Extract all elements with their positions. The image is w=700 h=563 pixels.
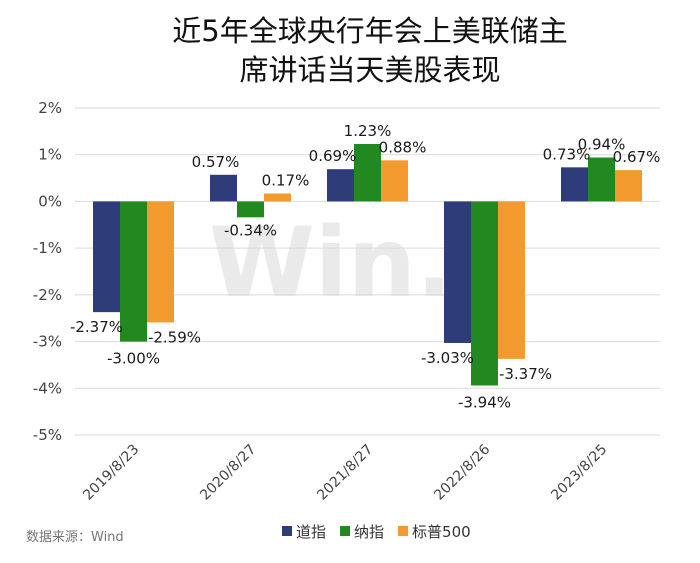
data-label: -3.00% [107, 350, 160, 368]
bar [120, 201, 147, 342]
legend-swatch [340, 526, 351, 536]
data-label: -3.37% [499, 365, 552, 383]
x-tick-label: 2022/8/26 [431, 441, 493, 503]
data-label: -2.37% [70, 318, 123, 336]
source-note: 数据来源：Wind [26, 530, 124, 545]
bar [237, 201, 264, 218]
x-tick-label: 2021/8/27 [314, 442, 376, 504]
bar [93, 201, 120, 313]
legend-swatch [282, 526, 292, 536]
bar [588, 157, 615, 202]
data-label: -2.59% [148, 328, 201, 346]
data-labels: -2.37% -3.00% -2.59% 0.57% -0.34% 0.17% 0.69% 1… [70, 122, 660, 412]
y-tick-label: -5% [33, 426, 62, 444]
bar [147, 201, 174, 323]
legend-label: 道指 [296, 523, 326, 541]
data-label: 0.67% [613, 148, 661, 166]
y-tick-label: 1% [38, 146, 62, 164]
bar [354, 143, 381, 202]
y-tick-label: 2% [38, 99, 62, 117]
data-label: 0.73% [543, 145, 591, 163]
x-tick-label: 2019/8/23 [80, 442, 142, 504]
bar [498, 201, 525, 359]
y-tick-label: -4% [33, 379, 62, 397]
data-label: 0.57% [192, 153, 240, 171]
bar [615, 170, 642, 202]
y-tick-label: -2% [33, 286, 62, 304]
bar [381, 160, 408, 202]
data-label: 0.94% [578, 136, 626, 154]
y-tick-label: -3% [33, 333, 62, 351]
data-label: 0.88% [379, 138, 427, 156]
data-label: 0.69% [309, 147, 357, 165]
bar [210, 174, 237, 202]
legend-label: 纳指 [354, 523, 384, 541]
x-axis: 2019/8/23 2020/8/27 2021/8/27 2022/8/26 2023… [80, 441, 610, 503]
bar [327, 169, 354, 202]
bars [93, 143, 642, 386]
data-label: -3.94% [458, 393, 511, 411]
y-axis: 2% 1% 0% -1% -2% -3% -4% -5% [33, 99, 62, 444]
legend: 道指 纳指 标普500 [282, 523, 471, 541]
chart-title-line-1: 近5年全球央行年会上美联储主 [172, 14, 567, 48]
legend-swatch [398, 526, 409, 536]
x-tick-label: 2023/8/25 [548, 442, 610, 504]
bar [561, 167, 588, 202]
data-label: 1.23% [344, 122, 392, 140]
legend-label: 标普500 [412, 523, 471, 541]
bar [264, 193, 291, 202]
data-label: 0.17% [262, 171, 310, 189]
x-tick-label: 2020/8/27 [197, 442, 259, 504]
chart-title-line-2: 席讲话当天美股表现 [239, 53, 500, 87]
bar [471, 201, 498, 386]
y-tick-label: -1% [33, 239, 62, 257]
data-label: -0.34% [224, 221, 277, 239]
data-label: -3.03% [421, 349, 474, 367]
bar [444, 201, 471, 343]
y-tick-label: 0% [38, 192, 62, 210]
